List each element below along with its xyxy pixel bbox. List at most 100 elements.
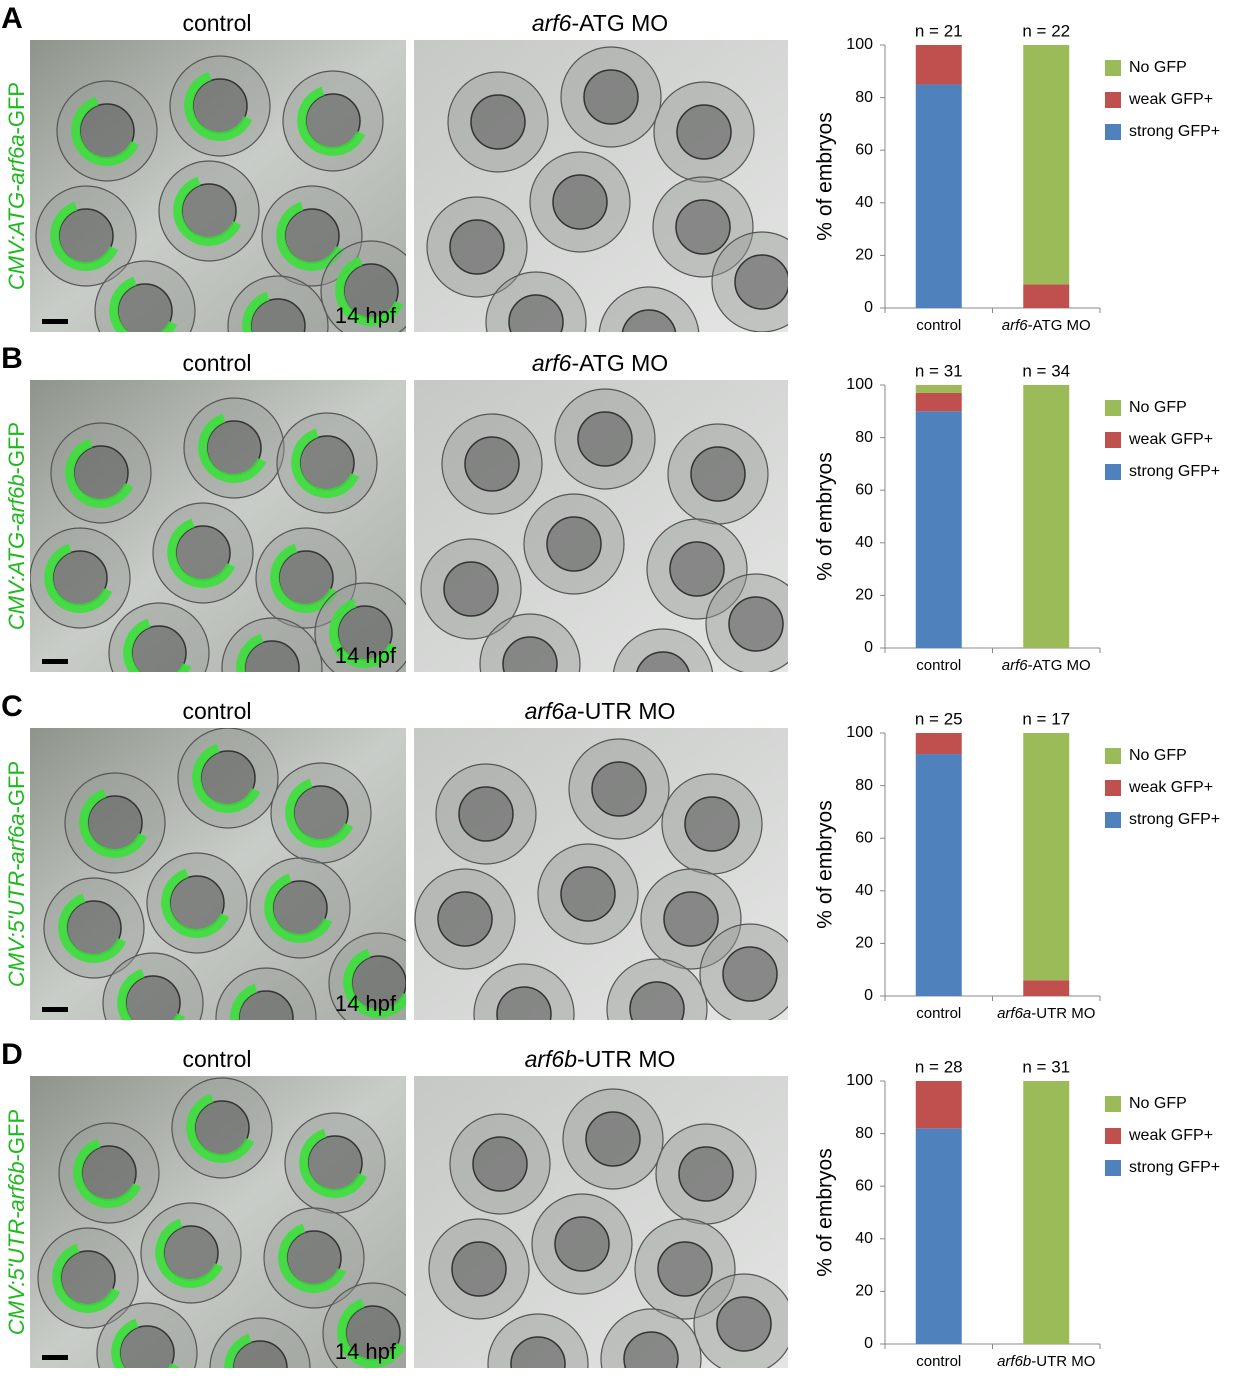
micrograph [414, 1076, 788, 1368]
bar-segment [1023, 385, 1070, 648]
panel-letter: D [1, 1038, 23, 1071]
embryos [43, 728, 406, 1020]
yolk [510, 1336, 566, 1368]
yolk [629, 981, 685, 1020]
yolk [734, 254, 788, 310]
embryos [35, 55, 406, 332]
yolk [690, 446, 746, 502]
x-tick-label: control [916, 657, 961, 674]
y-tick-label: 0 [864, 1335, 873, 1352]
legend-swatch [1105, 1128, 1121, 1144]
legend-swatch [1105, 60, 1121, 76]
yolk [728, 596, 784, 652]
yolk [449, 219, 505, 275]
yolk [722, 946, 778, 1002]
gfp-signal [192, 743, 261, 813]
bar-segment [915, 754, 962, 996]
gfp-signal [71, 96, 140, 166]
n-label: n = 22 [1022, 21, 1070, 40]
left-label: control [182, 350, 251, 376]
legend-label: strong GFP+ [1129, 1159, 1220, 1176]
legend-label: No GFP [1129, 399, 1187, 416]
y-tick-label: 40 [855, 882, 873, 899]
yolk [554, 1216, 610, 1272]
legend-label: strong GFP+ [1129, 811, 1220, 828]
yolk [244, 640, 300, 672]
gfp-signal [335, 256, 404, 326]
right-label: arf6-ATG MO [532, 10, 668, 36]
gfp-signal [276, 201, 345, 271]
gfp-signal [161, 868, 230, 938]
scale-bar [42, 319, 68, 324]
yolk [560, 866, 616, 922]
yolk [552, 174, 608, 230]
gfp-signal [343, 948, 406, 1018]
embryos [37, 1077, 406, 1368]
yolk [591, 761, 647, 817]
chorion [612, 628, 714, 672]
micrograph [414, 380, 788, 672]
legend-swatch [1105, 1160, 1121, 1176]
y-axis-label: % of embryos [814, 1148, 837, 1276]
gfp-signal [65, 438, 134, 508]
gfp-signal [111, 1318, 180, 1368]
y-tick-label: 80 [855, 89, 873, 106]
y-tick-label: 0 [864, 987, 873, 1004]
y-tick-label: 80 [855, 777, 873, 794]
micrograph [30, 728, 406, 1020]
gfp-signal [186, 1093, 255, 1163]
gfp-signal [264, 873, 333, 943]
micrograph [30, 40, 406, 332]
yolk [470, 94, 526, 150]
gfp-signal [291, 428, 360, 498]
n-label: n = 21 [915, 21, 963, 40]
right-label: arf6a-UTR MO [525, 698, 676, 724]
scale-bar [42, 1007, 68, 1012]
y-tick-label: 40 [855, 1230, 873, 1247]
x-tick-label: control [916, 317, 961, 334]
construct-label: CMV:5'UTR-arf6a-GFP [4, 761, 29, 987]
yolk [125, 975, 181, 1020]
legend-swatch [1105, 432, 1121, 448]
yolk [232, 1340, 288, 1368]
y-tick-label: 60 [855, 481, 873, 498]
panel-letter: C [1, 690, 23, 723]
y-tick-label: 20 [855, 1283, 873, 1300]
embryos [30, 397, 406, 672]
gfp-signal [270, 543, 339, 613]
x-tick-label: arf6a-UTR MO [997, 1005, 1095, 1022]
y-axis-label: % of embryos [814, 452, 837, 580]
bar-segment [915, 385, 962, 393]
yolk [716, 1296, 772, 1352]
bar-segment [915, 84, 962, 308]
yolk [657, 1241, 713, 1297]
gfp-signal [337, 1298, 406, 1368]
x-tick-label: control [916, 1353, 961, 1370]
yolk [119, 1325, 175, 1368]
gfp-signal [242, 291, 270, 332]
n-label: n = 28 [915, 1057, 963, 1076]
yolk [663, 891, 719, 947]
micrograph [414, 40, 788, 332]
right-label: arf6-ATG MO [532, 350, 668, 376]
yolk [678, 1146, 734, 1202]
yolk [684, 796, 740, 852]
y-tick-label: 60 [855, 141, 873, 158]
yolk [451, 1241, 507, 1297]
yolk [546, 516, 602, 572]
construct-label: CMV:ATG-arf6a-GFP [4, 82, 29, 290]
gfp-signal [285, 778, 354, 848]
panel-letter: B [1, 342, 23, 375]
yolk [623, 1331, 679, 1368]
legend-label: strong GFP+ [1129, 463, 1220, 480]
y-tick-label: 80 [855, 1125, 873, 1142]
gfp-signal [224, 1333, 252, 1368]
y-axis-label: % of embryos [814, 800, 837, 928]
gfp-signal [198, 413, 267, 483]
yolk [676, 104, 732, 160]
stage-label: 14 hpf [335, 643, 397, 668]
legend-swatch [1105, 780, 1121, 796]
embryos [426, 46, 788, 332]
bar-segment [1023, 1081, 1070, 1344]
